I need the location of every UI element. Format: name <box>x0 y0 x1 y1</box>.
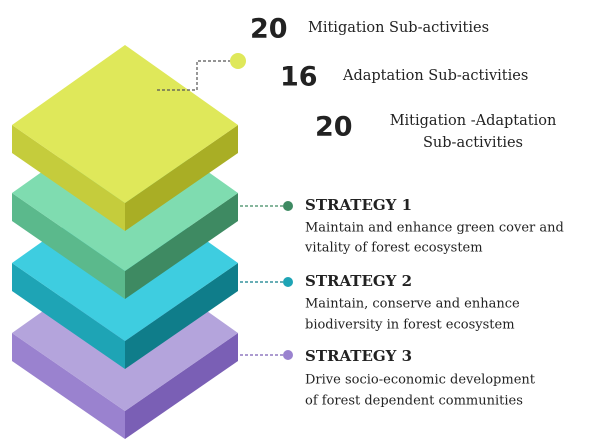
stat-label: Mitigation -Adaptation <box>390 113 557 129</box>
strategy-description: Drive socio-economic development <box>305 373 536 388</box>
stat-number: 16 <box>280 62 318 93</box>
strategy-title: STRATEGY 2 <box>305 272 412 290</box>
strategy-description: Maintain, conserve and enhance <box>305 297 520 312</box>
strategies: STRATEGY 1 Maintain and enhance green co… <box>304 196 564 409</box>
stats: 20 Mitigation Sub-activities 16 Adaptati… <box>250 14 556 152</box>
stat-number: 20 <box>250 14 288 45</box>
strategy-description: vitality of forest ecosystem <box>304 241 483 256</box>
strategy-description: Maintain and enhance green cover and <box>305 221 564 236</box>
layer-stack <box>12 45 238 439</box>
strategy-title: STRATEGY 3 <box>305 347 412 365</box>
strategy-description: biodiversity in forest ecosystem <box>305 318 515 333</box>
strategy-description: of forest dependent communities <box>305 394 523 409</box>
strategy-title: STRATEGY 1 <box>305 196 412 214</box>
stat-label: Mitigation Sub-activities <box>308 20 489 36</box>
stat-label: Sub-activities <box>423 135 523 151</box>
stat-label: Adaptation Sub-activities <box>342 68 528 84</box>
infographic: 20 Mitigation Sub-activities 16 Adaptati… <box>0 0 591 443</box>
stat-number: 20 <box>315 112 353 143</box>
